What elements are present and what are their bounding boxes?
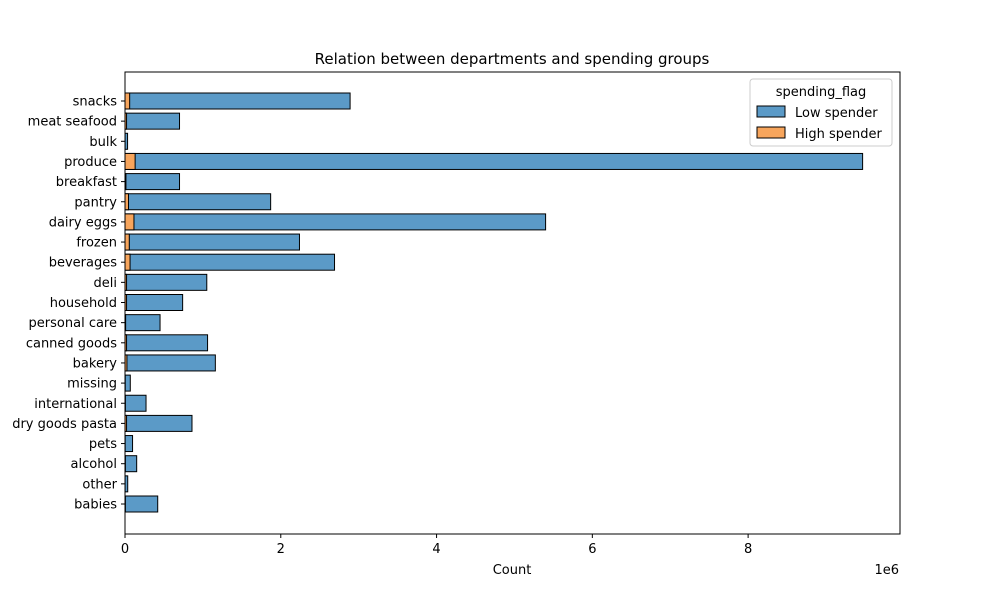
- bar-low-bakery: [124, 354, 216, 372]
- legend: spending_flag Low spender High spender: [749, 78, 893, 147]
- bar-low-personal-care: [124, 314, 161, 332]
- y-tick-label: deli: [94, 276, 117, 291]
- y-tick-label: frozen: [76, 236, 117, 251]
- legend-title: spending_flag: [776, 85, 867, 100]
- legend-label-low: Low spender: [795, 106, 878, 121]
- y-tick-label: missing: [67, 377, 117, 392]
- y-tick-label: produce: [64, 155, 117, 170]
- y-tick-label: babies: [74, 498, 117, 513]
- bar-high-breakfast: [124, 173, 127, 191]
- bar-high-produce: [124, 152, 136, 170]
- y-tick-label: alcohol: [71, 457, 117, 472]
- bar-high-dry-goods-pasta: [124, 414, 128, 432]
- y-tick-label: pets: [89, 437, 117, 452]
- bar-high-meat-seafood: [124, 112, 128, 130]
- x-scale-label: 1e6: [874, 563, 899, 578]
- y-tick-label: household: [50, 296, 117, 311]
- bar-low-alcohol: [124, 455, 138, 473]
- x-axis-label: Count: [493, 563, 532, 578]
- bar-high-snacks: [124, 92, 131, 110]
- bar-low-deli: [124, 273, 208, 291]
- y-tick-label: international: [34, 397, 117, 412]
- bar-low-pantry: [124, 193, 272, 211]
- x-tick-label: 8: [744, 542, 752, 557]
- bar-low-frozen: [124, 233, 300, 251]
- legend-swatch-low: [756, 105, 786, 118]
- x-tick-label: 6: [588, 542, 596, 557]
- y-tick-label: breakfast: [56, 175, 117, 190]
- bars-group: [124, 92, 864, 513]
- bar-low-international: [124, 394, 147, 412]
- bar-high-beverages: [124, 253, 131, 271]
- bar-high-dairy-eggs: [124, 213, 135, 231]
- y-axis: snacks meat seafood bulk produce breakfast pa…: [12, 95, 125, 513]
- y-tick-label: beverages: [49, 256, 118, 271]
- legend-label-high: High spender: [795, 127, 883, 142]
- y-tick-label: snacks: [73, 95, 118, 110]
- bar-low-dry-goods-pasta: [124, 414, 193, 432]
- x-tick-label: 0: [121, 542, 129, 557]
- legend-swatch-high: [756, 126, 786, 139]
- bar-high-bakery: [124, 354, 128, 372]
- y-tick-label: personal care: [29, 316, 117, 331]
- bar-low-meat-seafood: [124, 112, 181, 130]
- x-axis: 0 2 4 6 8: [121, 534, 752, 557]
- x-tick-label: 4: [432, 542, 440, 557]
- bar-low-dairy-eggs: [124, 213, 547, 231]
- bar-low-missing: [124, 374, 131, 392]
- bar-low-household: [124, 294, 184, 311]
- y-tick-label: dry goods pasta: [12, 417, 117, 432]
- bar-high-pantry: [124, 193, 130, 211]
- bar-high-canned-goods: [124, 334, 128, 352]
- bar-low-breakfast: [124, 173, 181, 191]
- bar-high-personal-care: [124, 314, 127, 332]
- y-tick-label: pantry: [74, 195, 117, 210]
- y-tick-label: bakery: [73, 356, 118, 371]
- chart-title: Relation between departments and spendin…: [315, 50, 710, 68]
- bar-low-pets: [124, 435, 134, 453]
- y-tick-label: meat seafood: [28, 115, 117, 130]
- x-tick-label: 2: [277, 542, 285, 557]
- bar-low-canned-goods: [124, 334, 209, 352]
- bar-high-frozen: [124, 233, 130, 251]
- bar-low-beverages: [124, 253, 336, 271]
- bar-high-household: [124, 294, 128, 311]
- bar-low-produce: [124, 152, 864, 170]
- y-tick-label: bulk: [89, 135, 117, 150]
- y-tick-label: dairy eggs: [49, 215, 118, 230]
- y-tick-label: canned goods: [26, 336, 117, 351]
- bar-low-snacks: [124, 92, 351, 110]
- bar-high-deli: [124, 273, 128, 291]
- bar-low-babies: [124, 495, 159, 513]
- y-tick-label: other: [82, 477, 117, 492]
